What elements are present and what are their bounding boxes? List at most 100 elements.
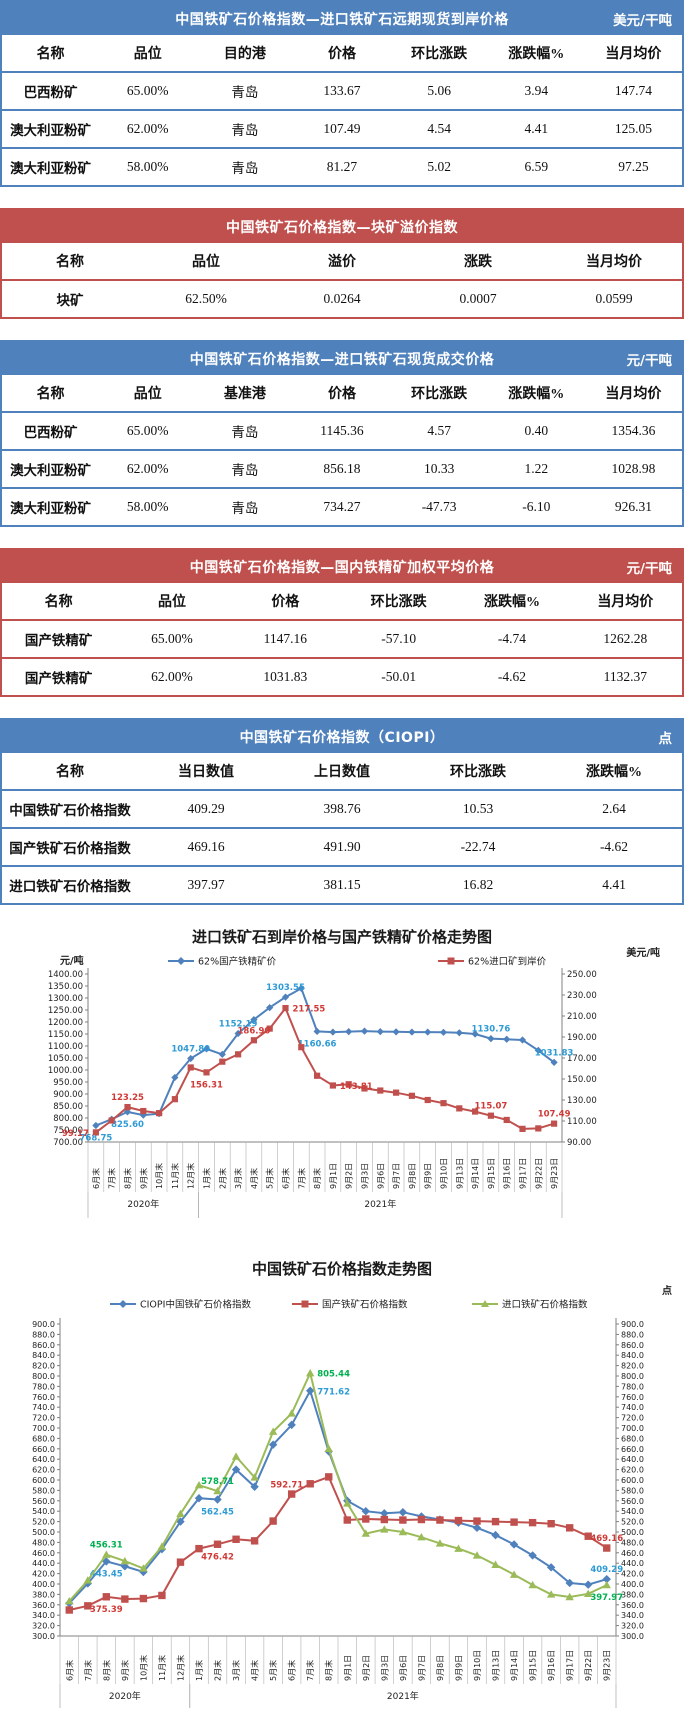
value-cell: 1028.98 xyxy=(584,449,682,488)
table-title-bar: 中国铁矿石价格指数—进口铁矿石现货成交价格 元/干吨 xyxy=(2,342,682,375)
row-name-cell: 巴西粉矿 xyxy=(2,411,100,450)
table-title: 中国铁矿石价格指数—块矿溢价指数 xyxy=(226,219,458,236)
table-header-row: 名称 品位 价格 环比涨跌 涨跌幅% 当月均价 xyxy=(2,583,682,620)
value-cell: 青岛 xyxy=(196,411,294,450)
left-axis-tick: 1400.00 xyxy=(48,970,83,980)
x-axis-label: 1月末 xyxy=(202,1168,212,1189)
row-name-cell: 国产铁矿石价格指数 xyxy=(2,827,138,866)
price-table-4: 中国铁矿石价格指数（CIOPI） 点名称 当日数值 上日数值 环比涨跌 涨跌幅% 中国铁矿石… xyxy=(0,718,684,905)
data-point-label: 1152.19 xyxy=(219,1019,258,1029)
value-cell: 58.00% xyxy=(99,487,197,525)
column-header: 环比涨跌 xyxy=(450,765,506,780)
table-row: 巴西粉矿 65.00% 青岛 1145.36 4.57 0.40 1354.36 xyxy=(2,411,682,450)
value-cell: 856.18 xyxy=(293,449,391,488)
value-cell: 62.50% xyxy=(138,279,274,317)
row-name-cell: 块矿 xyxy=(2,279,138,317)
value-cell: 6.59 xyxy=(487,147,585,185)
value-cell: -22.74 xyxy=(410,827,546,866)
value-cell: 1031.83 xyxy=(228,657,342,695)
right-axis-tick: 760.0 xyxy=(621,1393,644,1402)
column-header: 品位 xyxy=(133,387,162,402)
value-cell: 1132.37 xyxy=(568,657,682,695)
left-axis-unit: 元/吨 xyxy=(60,954,84,967)
x-axis-label: 9月9日 xyxy=(424,1163,433,1189)
left-axis-tick: 800.00 xyxy=(53,1114,83,1124)
table-title-bar: 中国铁矿石价格指数（CIOPI） 点 xyxy=(2,720,682,753)
left-axis-tick: 540.0 xyxy=(32,1507,55,1516)
right-axis-tick: 600.0 xyxy=(621,1476,644,1485)
chart-title: 进口铁矿石到岸价格与国产铁精矿价格走势图 xyxy=(192,928,492,946)
value-cell: 10.53 xyxy=(410,789,546,828)
value-cell: 5.06 xyxy=(390,71,488,110)
chart-title: 中国铁矿石价格指数走势图 xyxy=(252,1260,432,1278)
value-cell: 10.33 xyxy=(390,449,488,488)
value-cell: 4.41 xyxy=(546,865,682,903)
table-title: 中国铁矿石价格指数—国内铁精矿加权平均价格 xyxy=(189,559,495,576)
left-axis-tick: 950.00 xyxy=(53,1078,83,1088)
column-header: 涨跌幅% xyxy=(508,387,565,402)
left-axis-tick: 740.0 xyxy=(32,1403,55,1412)
column-header: 名称 xyxy=(44,595,73,610)
right-axis-tick: 420.0 xyxy=(621,1570,644,1579)
right-axis-tick: 880.0 xyxy=(621,1330,644,1339)
table-unit-label: 元/干吨 xyxy=(626,560,672,577)
legend-label: 62%国产铁精矿价 xyxy=(198,956,277,968)
row-name-cell: 澳大利亚粉矿 xyxy=(2,487,100,525)
column-header: 品位 xyxy=(157,595,186,610)
data-point-label: 156.31 xyxy=(190,1080,223,1090)
x-axis-label: 9月2日 xyxy=(362,1655,371,1681)
x-axis-label: 3月末 xyxy=(233,1168,243,1189)
value-cell: 1.22 xyxy=(487,449,585,488)
right-axis-tick: 800.0 xyxy=(621,1372,644,1381)
chart-1: 中国铁矿石价格指数走势图点 CIOPI中国铁矿石价格指数 国产铁矿石价格指数 进口铁矿… xyxy=(0,1252,684,1712)
data-point-label: 476.42 xyxy=(201,1552,234,1562)
column-header: 环比涨跌 xyxy=(411,47,468,62)
data-point-label: 143.81 xyxy=(340,1082,373,1092)
right-axis-tick: 580.0 xyxy=(621,1486,644,1495)
column-header: 上日数值 xyxy=(314,765,370,780)
x-axis-label: 2月末 xyxy=(217,1168,227,1189)
right-axis-tick: 740.0 xyxy=(621,1403,644,1412)
left-axis-tick: 680.0 xyxy=(32,1434,55,1443)
value-cell: -57.10 xyxy=(341,619,456,658)
right-axis-tick: 660.0 xyxy=(621,1445,644,1454)
value-cell: 491.90 xyxy=(274,827,410,866)
left-axis-tick: 1050.00 xyxy=(48,1054,83,1064)
left-axis-tick: 480.0 xyxy=(32,1538,55,1547)
table-row: 块矿 62.50% 0.0264 0.0007 0.0599 xyxy=(2,279,682,317)
column-header: 名称 xyxy=(56,765,84,780)
value-cell: 381.15 xyxy=(274,865,410,903)
table-row: 澳大利亚粉矿 62.00% 青岛 856.18 10.33 1.22 1028.98 xyxy=(2,449,682,488)
right-axis-tick: 520.0 xyxy=(621,1518,644,1527)
left-axis-tick: 860.0 xyxy=(32,1341,55,1350)
left-axis-tick: 720.0 xyxy=(32,1414,55,1423)
right-axis-tick: 480.0 xyxy=(621,1538,644,1547)
left-axis-tick: 750.00 xyxy=(53,1126,83,1136)
year-group-label: 2020年 xyxy=(127,1198,159,1210)
x-axis-label: 9月3日 xyxy=(361,1163,370,1189)
value-cell: 青岛 xyxy=(196,449,294,488)
x-axis-label: 9月末 xyxy=(120,1660,130,1681)
table-title: 中国铁矿石价格指数（CIOPI） xyxy=(239,729,445,746)
data-point-label: 443.45 xyxy=(90,1569,123,1579)
left-axis-tick: 900.00 xyxy=(53,1090,83,1100)
value-cell: -4.62 xyxy=(546,827,682,866)
right-axis-tick: 700.0 xyxy=(621,1424,644,1433)
right-axis-tick: 540.0 xyxy=(621,1507,644,1516)
column-header: 价格 xyxy=(271,595,300,610)
column-header: 涨跌 xyxy=(464,255,492,270)
x-axis-label: 9月15日 xyxy=(487,1158,496,1189)
value-cell: 0.0599 xyxy=(546,279,682,317)
data-table: 名称 品位 溢价 涨跌 当月均价 块矿 62.50% 0.0264 0.0007 0.0599 xyxy=(2,243,682,317)
x-axis-label: 9月1日 xyxy=(343,1655,352,1681)
left-axis-tick: 440.0 xyxy=(32,1559,55,1568)
column-header: 涨跌幅% xyxy=(586,765,642,780)
x-axis-label: 12月末 xyxy=(175,1655,185,1681)
price-table-2: 中国铁矿石价格指数—进口铁矿石现货成交价格 元/干吨 名称 品位 基准港 价格 环比涨跌 涨跌… xyxy=(0,340,684,527)
data-point-label: 397.97 xyxy=(590,1593,623,1603)
x-axis-label: 6月末 xyxy=(64,1660,74,1681)
data-point-label: 469.16 xyxy=(590,1534,623,1544)
data-point-label: 107.49 xyxy=(538,1110,571,1120)
value-cell: 16.82 xyxy=(410,865,546,903)
